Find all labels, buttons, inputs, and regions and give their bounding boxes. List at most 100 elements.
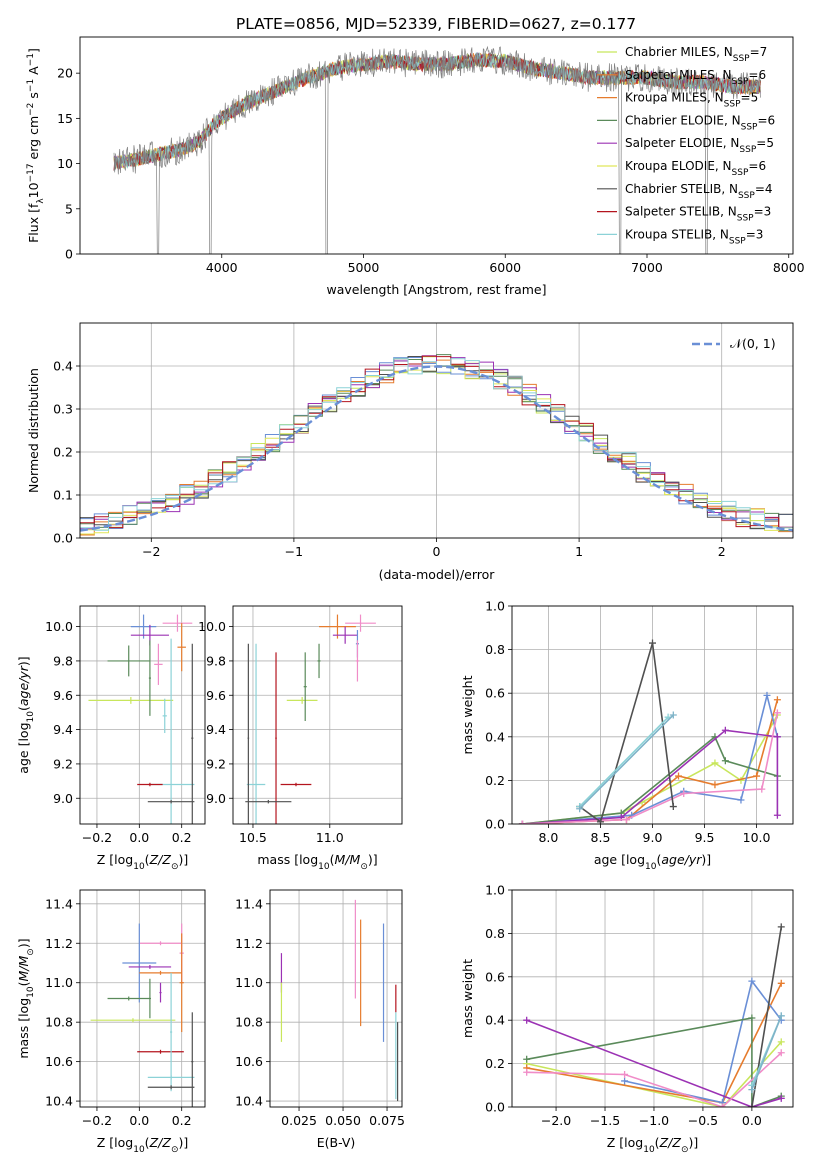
weight-marker xyxy=(622,816,630,824)
weight-marker xyxy=(596,818,604,824)
x-axis-label: mass [log10(M/M⊙)] xyxy=(257,852,377,872)
x-tick-label: −2.0 xyxy=(541,1113,571,1128)
normal-curve xyxy=(80,365,793,532)
legend-entry: Chabrier STELIB, NSSP=4 xyxy=(625,182,773,201)
figure-title: PLATE=0856, MJD=52339, FIBERID=0627, z=0… xyxy=(236,15,636,33)
x-tick-label: 0.025 xyxy=(281,1113,317,1128)
y-tick-label: 20 xyxy=(57,66,73,81)
y-tick-label: 0.4 xyxy=(485,1013,505,1028)
y-axis-label: age [log10(age/yr)] xyxy=(16,656,36,773)
y-tick-label: 0.4 xyxy=(485,729,505,744)
legend-entry: Kroupa MILES, NSSP=5 xyxy=(625,91,758,110)
weight-marker xyxy=(777,923,785,931)
weight-marker xyxy=(773,696,781,704)
y-tick-label: 0.2 xyxy=(485,1056,505,1071)
y-axis-label: Flux [fλ10−17 erg cm−2 s−1 A−1] xyxy=(26,48,46,243)
weight-marker xyxy=(518,820,526,824)
weight-marker xyxy=(675,772,683,780)
x-tick-label: 2 xyxy=(718,544,726,559)
y-tick-label: 10.6 xyxy=(235,1054,263,1069)
axes-frame xyxy=(232,605,403,825)
y-tick-label: 0.2 xyxy=(53,445,73,460)
x-tick-label: −1.0 xyxy=(639,1113,669,1128)
histogram-step xyxy=(80,357,793,531)
x-tick-label: 0.2 xyxy=(172,830,192,845)
weight-marker xyxy=(711,759,719,767)
y-axis-label: mass [log10(M/M⊙)] xyxy=(16,938,36,1058)
x-axis-label: Z [log10(Z/Z⊙)] xyxy=(97,852,189,872)
y-axis-label: Normed distribution xyxy=(26,368,41,493)
y-tick-label: 11.2 xyxy=(235,936,263,951)
x-tick-label: 0 xyxy=(433,544,441,559)
x-tick-label: 0.2 xyxy=(172,1113,192,1128)
y-tick-label: 15 xyxy=(57,111,73,126)
legend: Chabrier MILES, NSSP=7 Salpeter MILES, NS… xyxy=(597,45,775,246)
y-tick-label: 0.8 xyxy=(485,642,505,657)
weight-series-line xyxy=(526,1052,782,1107)
weight-marker xyxy=(680,789,688,797)
x-tick-label: 11.0 xyxy=(316,830,344,845)
y-tick-label: 11.0 xyxy=(235,975,263,990)
y-tick-label: 9.8 xyxy=(53,653,73,668)
y-tick-label: 10 xyxy=(57,156,73,171)
weight-marker xyxy=(523,1016,531,1024)
x-tick-label: 0.0 xyxy=(129,1113,149,1128)
y-tick-label: 0.2 xyxy=(485,773,505,788)
weight-marker xyxy=(773,811,781,819)
y-tick-label: 10.6 xyxy=(45,1054,73,1069)
weight-marker xyxy=(748,1014,756,1022)
y-tick-label: 0.0 xyxy=(53,531,73,546)
x-tick-label: −1.5 xyxy=(590,1113,620,1128)
age-vs-Z-panel: −0.2 0.0 0.2 9.0 9.2 9.4 9.6 9.8 10.0 Z [log10(Z/… xyxy=(16,605,206,872)
y-tick-label: 0.6 xyxy=(485,969,505,984)
weight-marker xyxy=(523,1055,531,1063)
x-tick-label: 8.0 xyxy=(538,830,558,845)
weight-series-line xyxy=(522,729,779,824)
weight-marker xyxy=(523,1068,531,1076)
x-tick-label: 8.5 xyxy=(591,830,611,845)
weight-marker xyxy=(773,733,781,741)
weight-marker xyxy=(777,1038,785,1046)
histogram-step xyxy=(80,355,793,530)
y-tick-label: 11.4 xyxy=(235,896,263,911)
histogram-step xyxy=(80,355,793,529)
legend-entry: 𝒩(0, 1) xyxy=(730,336,776,351)
histograms xyxy=(80,354,793,536)
residual-panel: −2 −1 0 1 2 0.0 0.1 0.2 0.3 0.4 (data-model)/error… xyxy=(26,322,794,582)
x-tick-label: 1 xyxy=(575,544,583,559)
weight-marker xyxy=(649,639,656,647)
legend-entry: Chabrier ELODIE, NSSP=6 xyxy=(625,113,775,132)
y-axis-label: mass weight xyxy=(460,959,475,1038)
x-tick-label: 6000 xyxy=(489,260,521,275)
y-tick-label: 11.4 xyxy=(45,896,73,911)
weight-marker xyxy=(721,726,729,734)
y-tick-label: 9.4 xyxy=(206,722,226,737)
spectrum-lines xyxy=(113,45,761,254)
weight-marker xyxy=(621,1070,629,1078)
y-tick-label: 0.1 xyxy=(53,488,73,503)
weight-marker xyxy=(777,1049,785,1057)
y-tick-label: 1.0 xyxy=(485,883,505,898)
weight-series-line xyxy=(526,1019,782,1107)
y-tick-label: 0.0 xyxy=(485,817,505,832)
y-tick-label: 10.4 xyxy=(235,1094,263,1109)
y-tick-label: 9.0 xyxy=(206,791,226,806)
weight-marker xyxy=(777,1094,785,1102)
axes-frame xyxy=(79,36,794,255)
axes-frame xyxy=(79,605,206,825)
y-tick-label: 10.0 xyxy=(45,619,73,634)
y-tick-label: 9.6 xyxy=(206,688,226,703)
y-tick-label: 1.0 xyxy=(485,599,505,614)
error-bars xyxy=(90,923,195,1107)
x-tick-label: 9.0 xyxy=(643,830,663,845)
weight-series-line xyxy=(624,979,782,1104)
x-tick-label: 0.0 xyxy=(742,1113,762,1128)
y-tick-label: 5 xyxy=(65,201,73,216)
x-tick-label: 0.0 xyxy=(129,830,149,845)
legend-entry: Salpeter STELIB, NSSP=3 xyxy=(625,205,771,224)
axes-frame xyxy=(511,605,794,825)
x-axis-label: (data-model)/error xyxy=(379,567,496,582)
weight-marker xyxy=(737,796,745,804)
